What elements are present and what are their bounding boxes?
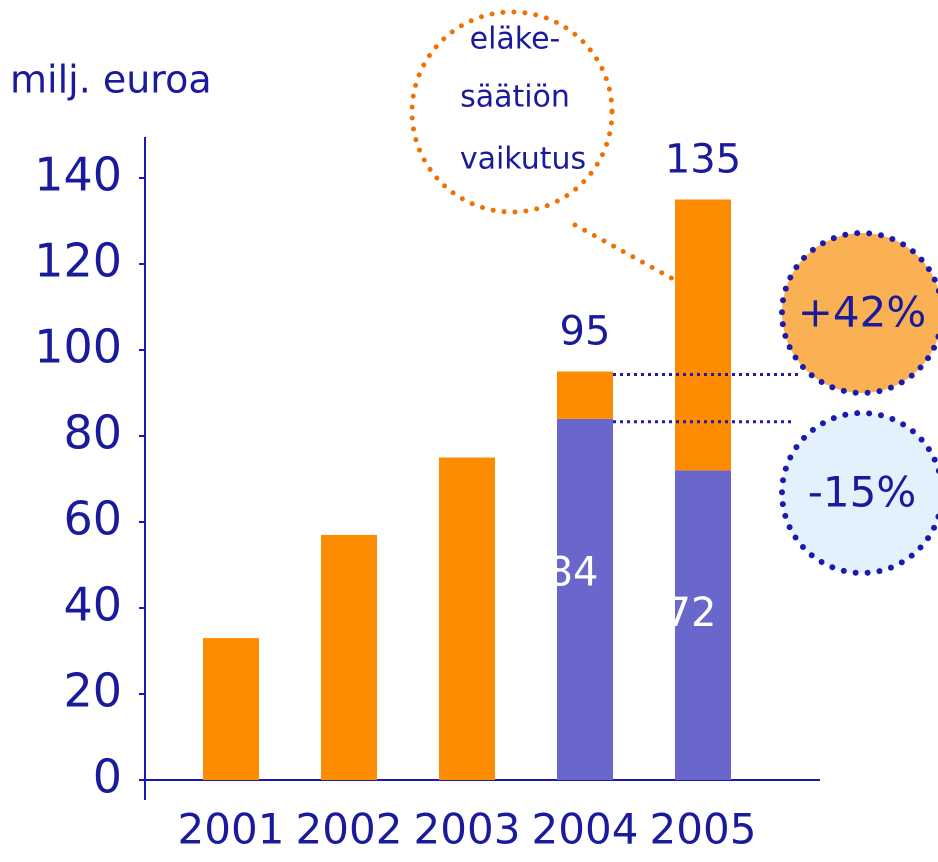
y-tick-label: 40 (63, 578, 122, 632)
y-tick-label: 60 (63, 492, 122, 546)
growth-circle (779, 230, 938, 396)
growth-label: +42% (798, 288, 927, 337)
x-tick-label: 2005 (650, 805, 757, 854)
decline-label: -15% (808, 468, 917, 517)
bar-segment (557, 418, 613, 780)
total-label: 135 (665, 137, 741, 183)
x-tick-label: 2002 (296, 805, 403, 854)
data-label: 72 (666, 590, 717, 636)
x-tick-label: 2004 (532, 805, 639, 854)
y-tick-label: 140 (34, 148, 122, 202)
bar-segment (203, 638, 259, 780)
y-axis-label: milj. euroa (10, 58, 212, 102)
data-label: 84 (548, 549, 599, 595)
bar-segment (675, 199, 731, 471)
y-tick-label: 20 (63, 664, 122, 718)
bar-segment (675, 470, 731, 780)
decline-circle (779, 410, 938, 576)
y-tick-label: 80 (63, 406, 122, 460)
bar-segment (439, 457, 495, 780)
y-tick-label: 0 (93, 750, 122, 804)
callout-text: säätiön (460, 80, 570, 115)
x-tick-label: 2003 (414, 805, 521, 854)
total-label: 95 (560, 309, 611, 355)
x-tick-label: 2001 (178, 805, 285, 854)
callout-text: vaikutus (460, 142, 586, 177)
bar-segment (321, 534, 377, 780)
callout-tail (572, 222, 678, 283)
callout-bubble (409, 9, 615, 215)
callout-text: eläke- (470, 22, 561, 57)
bar-segment (557, 371, 613, 419)
y-tick-label: 100 (34, 320, 122, 374)
y-tick-label: 120 (34, 234, 122, 288)
